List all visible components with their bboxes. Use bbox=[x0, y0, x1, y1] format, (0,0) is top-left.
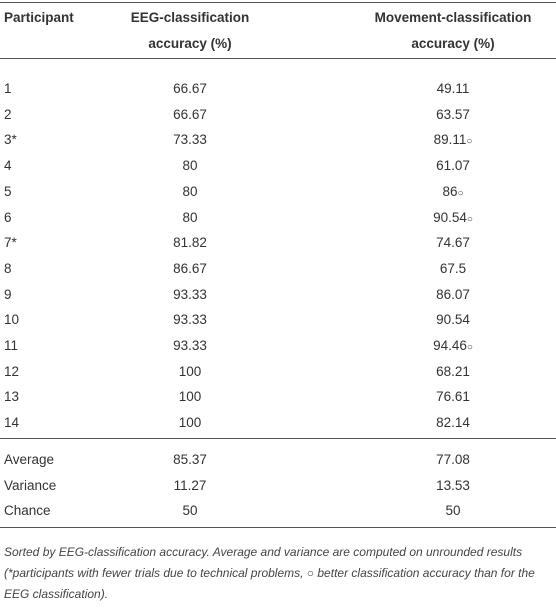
better-mark: ○ bbox=[466, 136, 473, 148]
movement-value: 49.11 bbox=[436, 81, 470, 96]
movement-cell: 74.67 bbox=[353, 231, 553, 255]
movement-value: 63.57 bbox=[436, 106, 470, 122]
header-movement: accuracy (%) bbox=[411, 36, 495, 51]
participant-cell: 13 bbox=[4, 389, 20, 405]
participant-cell: 1 bbox=[4, 81, 12, 96]
movement-value: 50 bbox=[445, 503, 461, 519]
participant-cell: 10 bbox=[4, 312, 20, 328]
movement-cell: 82.14 bbox=[353, 411, 553, 435]
movement-value: 68.21 bbox=[436, 363, 470, 379]
movement-cell: 67.5 bbox=[353, 257, 553, 281]
participant-cell: 7* bbox=[4, 235, 17, 251]
movement-value: 90.54 bbox=[433, 209, 467, 225]
movement-cell: 86○ bbox=[353, 180, 553, 206]
movement-cell: 89.11○ bbox=[353, 128, 553, 154]
movement-value: 82.14 bbox=[436, 415, 470, 431]
eeg-cell: 86.67 bbox=[173, 260, 207, 276]
eeg-cell: 100 bbox=[178, 389, 202, 405]
movement-cell: 86.07 bbox=[353, 283, 553, 307]
participant-cell: 2 bbox=[4, 106, 12, 122]
movement-cell: 76.61 bbox=[353, 385, 553, 409]
participant-cell: Average bbox=[4, 452, 55, 467]
header-participant: Participant bbox=[4, 10, 74, 25]
eeg-cell: 100 bbox=[178, 363, 202, 379]
header-eeg: accuracy (%) bbox=[148, 36, 232, 51]
participant-cell: Chance bbox=[4, 503, 51, 519]
participant-cell: 6 bbox=[4, 209, 12, 225]
movement-value: 76.61 bbox=[436, 389, 470, 405]
movement-cell: 77.08 bbox=[353, 448, 553, 472]
better-mark: ○ bbox=[457, 187, 464, 199]
rule bbox=[0, 438, 556, 439]
rule bbox=[0, 2, 556, 3]
eeg-cell: 93.33 bbox=[173, 286, 207, 302]
eeg-cell: 73.33 bbox=[173, 132, 207, 148]
movement-cell: 90.54 bbox=[353, 308, 553, 332]
eeg-cell: 66.67 bbox=[173, 81, 207, 96]
eeg-cell: 100 bbox=[178, 415, 202, 431]
participant-cell: 4 bbox=[4, 158, 12, 174]
movement-cell: 94.46○ bbox=[353, 334, 553, 360]
better-mark: ○ bbox=[466, 213, 473, 225]
participant-cell: 5 bbox=[4, 183, 12, 199]
movement-cell: 50 bbox=[353, 499, 553, 523]
eeg-cell: 80 bbox=[182, 209, 198, 225]
participant-cell: 3* bbox=[4, 132, 17, 148]
eeg-cell: 80 bbox=[182, 183, 198, 199]
movement-cell: 68.21 bbox=[353, 360, 553, 384]
eeg-cell: 66.67 bbox=[173, 106, 207, 122]
better-mark: ○ bbox=[466, 342, 473, 353]
movement-cell: 90.54○ bbox=[353, 206, 553, 232]
movement-value: 86.07 bbox=[436, 286, 470, 302]
movement-cell: 13.53 bbox=[353, 474, 553, 498]
movement-cell: 61.07 bbox=[353, 154, 553, 178]
rule bbox=[0, 58, 556, 59]
movement-value: 86 bbox=[442, 183, 458, 199]
eeg-cell: 11.27 bbox=[173, 477, 207, 493]
movement-value: 67.5 bbox=[439, 260, 467, 276]
participant-cell: 14 bbox=[4, 415, 20, 431]
participant-cell: 11 bbox=[4, 338, 19, 353]
movement-value: 61.07 bbox=[436, 158, 470, 174]
header-eeg: EEG-classification bbox=[130, 10, 250, 25]
footnote: Sorted by EEG-classification accuracy. A… bbox=[4, 545, 535, 601]
eeg-cell: 93.33 bbox=[173, 312, 207, 328]
participant-cell: 8 bbox=[4, 260, 12, 276]
eeg-cell: 80 bbox=[182, 158, 198, 174]
movement-value: 74.67 bbox=[436, 235, 470, 251]
movement-value: 94.46 bbox=[433, 338, 467, 353]
eeg-cell: 93.33 bbox=[173, 338, 207, 353]
eeg-cell: 81.82 bbox=[173, 235, 207, 251]
movement-cell: 63.57 bbox=[353, 103, 553, 127]
participant-cell: Variance bbox=[4, 477, 57, 493]
movement-value: 89.11 bbox=[433, 132, 467, 148]
eeg-cell: 50 bbox=[182, 503, 198, 519]
eeg-cell: 85.37 bbox=[173, 452, 207, 467]
participant-cell: 12 bbox=[4, 363, 20, 379]
participant-cell: 9 bbox=[4, 286, 12, 302]
movement-cell: 49.11 bbox=[353, 77, 553, 101]
movement-value: 13.53 bbox=[436, 477, 470, 493]
movement-value: 77.08 bbox=[436, 452, 470, 467]
movement-value: 90.54 bbox=[436, 312, 470, 328]
rule bbox=[0, 527, 556, 528]
header-movement: Movement-classification bbox=[374, 10, 532, 25]
